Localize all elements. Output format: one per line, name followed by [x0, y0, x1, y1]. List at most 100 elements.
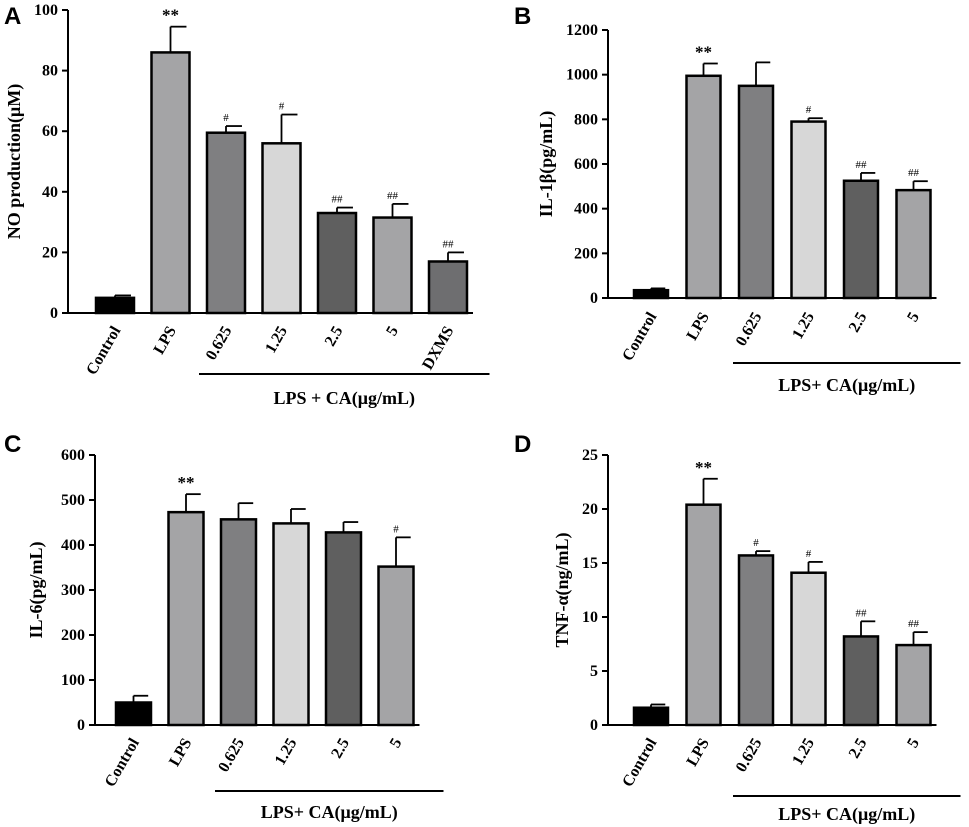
significance-marker: #: [393, 523, 399, 535]
category-label: LPS: [151, 323, 180, 357]
chart-panel-c: C 0 100 200 300 400 500 600 IL-6(pg/mL) Control **…: [4, 431, 444, 823]
category-label: Control: [619, 309, 661, 364]
significance-marker: #: [753, 537, 759, 549]
significance-marker: **: [162, 6, 179, 25]
significance-marker: #: [806, 548, 812, 560]
y-tick-label: 100: [34, 2, 58, 19]
significance-marker: ##: [856, 607, 868, 619]
significance-marker: ##: [387, 190, 399, 202]
bar: [427, 260, 469, 315]
y-tick-label: 60: [42, 123, 58, 140]
bar: [316, 211, 358, 315]
significance-marker: #: [279, 101, 285, 113]
y-tick-label: 600: [61, 447, 85, 464]
group-label: LPS+ CA(μg/mL): [261, 802, 398, 823]
category-label: 5: [383, 324, 402, 339]
panel-letter: A: [4, 3, 21, 30]
category-label: 5: [904, 736, 923, 751]
y-tick-label: 0: [590, 290, 598, 307]
bar: [895, 188, 932, 300]
bar: [737, 84, 775, 300]
chart-panel-b: B 0 200 400 600 800 1000 1200 IL-1β(pg/mL) Contro…: [514, 3, 961, 396]
bar: [205, 131, 247, 315]
panel-letter: B: [514, 3, 531, 30]
bar: [261, 142, 302, 315]
category-label: 2.5: [328, 736, 353, 762]
bar: [372, 216, 413, 315]
bar: [790, 120, 827, 300]
category-label: Control: [83, 323, 125, 378]
y-tick-label: 1000: [566, 67, 598, 84]
panel-letter: C: [4, 431, 21, 458]
significance-marker: ##: [908, 618, 920, 630]
y-tick-label: 10: [582, 609, 598, 626]
category-label: LPS: [684, 735, 713, 769]
y-tick-label: 80: [42, 63, 58, 80]
y-tick-label: 600: [574, 156, 598, 173]
category-label: Control: [619, 735, 661, 790]
bar: [272, 522, 310, 727]
y-axis-label: TNF-α(ng/mL): [552, 532, 573, 647]
category-label: LPS: [166, 735, 195, 769]
bar: [842, 635, 880, 727]
category-label: 5: [387, 736, 406, 751]
category-label: Control: [102, 735, 144, 790]
chart-panel-d: D 0 5 10 15 20 25 TNF-α(ng/mL) Control ** LPS #0.62…: [514, 431, 961, 825]
group-label: LPS+ CA(μg/mL): [778, 375, 915, 396]
group-label: LPS+ CA(μg/mL): [778, 804, 915, 825]
category-label: 2.5: [846, 736, 871, 762]
y-tick-label: 1200: [566, 22, 598, 39]
category-label: 2.5: [322, 324, 347, 350]
bar: [737, 554, 775, 727]
significance-marker: **: [695, 458, 712, 477]
significance-marker: ##: [908, 167, 920, 179]
category-label: 5: [904, 310, 923, 325]
y-tick-label: 100: [61, 672, 85, 689]
y-tick-label: 15: [582, 555, 598, 572]
category-label: 2.5: [846, 310, 871, 336]
y-tick-label: 20: [582, 501, 598, 518]
bar: [632, 706, 670, 727]
bar: [632, 288, 670, 300]
significance-marker: **: [695, 43, 712, 62]
significance-marker: #: [806, 104, 812, 116]
bar: [685, 74, 722, 300]
bar: [219, 518, 258, 727]
y-tick-label: 300: [61, 582, 85, 599]
y-tick-label: 0: [590, 717, 598, 734]
y-tick-label: 5: [590, 663, 598, 680]
panel-letter: D: [514, 431, 531, 458]
bar: [895, 643, 932, 727]
bar: [167, 510, 205, 727]
y-tick-label: 200: [61, 627, 85, 644]
y-tick-label: 25: [582, 447, 598, 464]
bar: [842, 179, 880, 300]
y-tick-label: 40: [42, 184, 58, 201]
significance-marker: ##: [443, 238, 455, 250]
bar: [324, 531, 363, 727]
category-label: 1.25: [262, 324, 291, 357]
y-tick-label: 800: [574, 111, 598, 128]
bar: [377, 565, 415, 727]
category-label: DXMS: [419, 323, 457, 372]
category-label: 0.625: [733, 310, 766, 350]
category-label: 1.25: [789, 736, 818, 769]
y-axis-label: NO production(μM): [4, 84, 25, 239]
y-tick-label: 400: [61, 537, 85, 554]
bar: [685, 503, 722, 727]
chart-panel-a: A 0 20 40 60 80 100 NO production(μM) Control ** L…: [4, 2, 490, 409]
y-tick-label: 500: [61, 492, 85, 509]
y-tick-label: 20: [42, 244, 58, 261]
bar: [114, 701, 153, 727]
y-tick-label: 0: [77, 717, 85, 734]
category-label: LPS: [684, 309, 713, 343]
significance-marker: ##: [856, 159, 868, 171]
category-label: 0.625: [203, 324, 236, 364]
category-label: 0.625: [733, 736, 766, 776]
bar: [94, 296, 136, 315]
category-label: 0.625: [215, 736, 248, 776]
category-label: 1.25: [272, 736, 301, 769]
y-tick-label: 200: [574, 245, 598, 262]
significance-marker: #: [223, 112, 229, 124]
